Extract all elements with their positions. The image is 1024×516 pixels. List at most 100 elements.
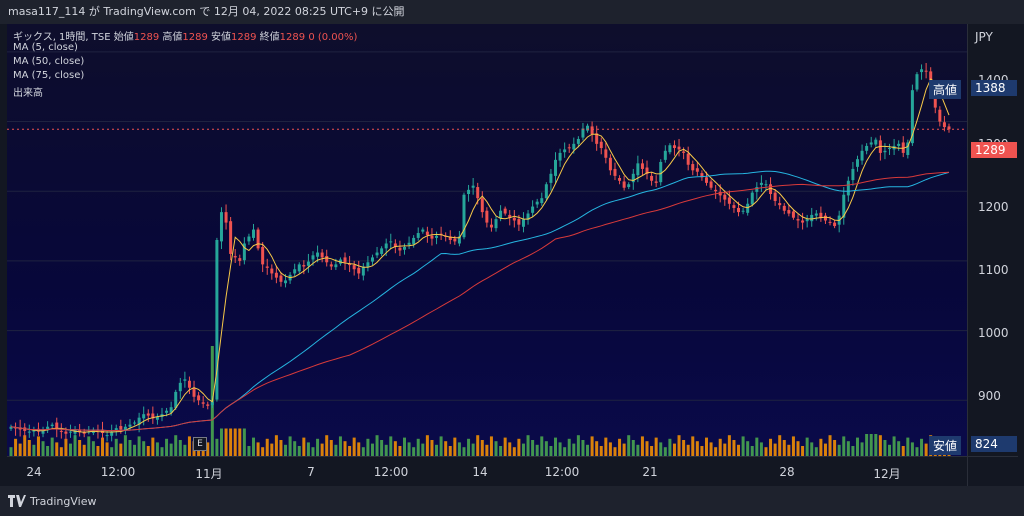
volume-bar <box>535 444 539 456</box>
volume-bar <box>883 440 887 456</box>
legend-ma75[interactable]: MA (75, close) <box>13 70 85 81</box>
candle-body <box>910 90 914 144</box>
candle-body <box>787 210 791 214</box>
volume-bar <box>572 443 576 456</box>
volume-bar <box>256 442 260 456</box>
earnings-marker[interactable]: E <box>193 437 207 451</box>
candle-body <box>403 246 407 250</box>
candle-body <box>769 184 773 195</box>
volume-bar <box>773 443 777 456</box>
candle-body <box>613 168 617 176</box>
low-tag-label: 安値 <box>929 436 962 455</box>
legend-volume[interactable]: 出来高 <box>13 88 43 99</box>
candle-body <box>242 243 246 261</box>
candle-body <box>695 168 699 172</box>
candle-body <box>187 380 191 388</box>
volume-bar <box>805 437 809 456</box>
legend-close-value: 1289 <box>279 32 306 43</box>
volume-bar <box>471 443 475 456</box>
volume-bar <box>549 446 553 456</box>
candle-body <box>663 150 667 160</box>
time-axis[interactable]: 24 12:00 11月 7 12:00 14 12:00 21 28 12月 <box>7 456 967 487</box>
candle-body <box>480 198 484 213</box>
chart-plot-area[interactable]: ギックス, 1時間, TSE 始値1289 高値1289 安値1289 終値12… <box>7 24 967 456</box>
candle-body <box>293 269 297 274</box>
candle-body <box>489 224 493 228</box>
candle-body <box>855 159 859 167</box>
candle-body <box>791 211 795 218</box>
candle-body <box>810 214 814 222</box>
axis-corner[interactable] <box>967 456 1018 487</box>
candle-body <box>842 194 846 218</box>
legend-ma5[interactable]: MA (5, close) <box>13 42 78 53</box>
candle-body <box>265 266 269 268</box>
volume-bar <box>302 437 306 456</box>
legend-ma50[interactable]: MA (50, close) <box>13 56 85 67</box>
price-axis[interactable]: 1400 1300 1200 1100 1000 900 <box>967 24 1018 456</box>
candle-body <box>599 141 603 149</box>
candle-body <box>512 217 516 221</box>
candle-body <box>229 221 233 254</box>
candle-body <box>146 413 150 416</box>
candle-body <box>252 229 256 238</box>
candle-body <box>421 229 425 232</box>
volume-bar <box>759 442 763 456</box>
candle-body <box>846 180 850 196</box>
candle-body <box>654 181 658 183</box>
volume-bar <box>393 441 397 456</box>
volume-bar <box>416 438 420 456</box>
candle-body <box>448 236 452 240</box>
legend-high-value: 1289 <box>182 32 208 43</box>
candle-body <box>215 240 219 400</box>
volume-bar <box>215 438 219 456</box>
volume-bar <box>810 442 814 456</box>
candle-body <box>384 243 388 249</box>
candle-body <box>302 265 306 267</box>
volume-bar <box>467 438 471 456</box>
candle-body <box>389 241 393 243</box>
candle-body <box>110 431 114 436</box>
time-tick: 28 <box>779 465 795 479</box>
volume-bar <box>846 441 850 456</box>
volume-bar <box>82 444 86 456</box>
candle-body <box>334 264 338 268</box>
candle-body <box>183 379 187 381</box>
volume-bar <box>750 446 754 456</box>
low-tag-value: 824 <box>971 436 1017 452</box>
candle-body <box>471 185 475 188</box>
candle-body <box>814 213 818 216</box>
volume-bar <box>576 435 580 456</box>
candle-body <box>581 128 585 138</box>
volume-bar <box>553 437 557 456</box>
candle-body <box>453 238 457 242</box>
candle-body <box>416 233 420 238</box>
volume-bar <box>526 435 530 456</box>
volume-bar <box>334 444 338 456</box>
volume-bar <box>855 437 859 456</box>
volume-bar <box>59 447 63 456</box>
volume-bar <box>668 438 672 456</box>
candle-body <box>325 256 329 263</box>
volume-bar <box>709 442 713 456</box>
volume-bar <box>338 436 342 456</box>
candle-body <box>297 264 301 272</box>
candle-body <box>412 237 416 245</box>
volume-bar <box>764 447 768 456</box>
volume-bar <box>723 443 727 456</box>
candle-body <box>343 257 347 263</box>
volume-bar <box>823 443 827 456</box>
candle-body <box>151 413 155 419</box>
volume-bar <box>55 442 59 456</box>
candle-body <box>869 142 873 145</box>
candle-body <box>503 208 507 214</box>
volume-bar <box>407 442 411 456</box>
candle-body <box>915 74 919 90</box>
volume-bar <box>787 444 791 456</box>
volume-bar <box>448 446 452 456</box>
candle-body <box>718 191 722 196</box>
volume-bar <box>897 441 901 456</box>
volume-bar <box>178 440 182 456</box>
volume-bar <box>842 436 846 456</box>
volume-bar <box>165 438 169 456</box>
candle-body <box>499 210 503 219</box>
